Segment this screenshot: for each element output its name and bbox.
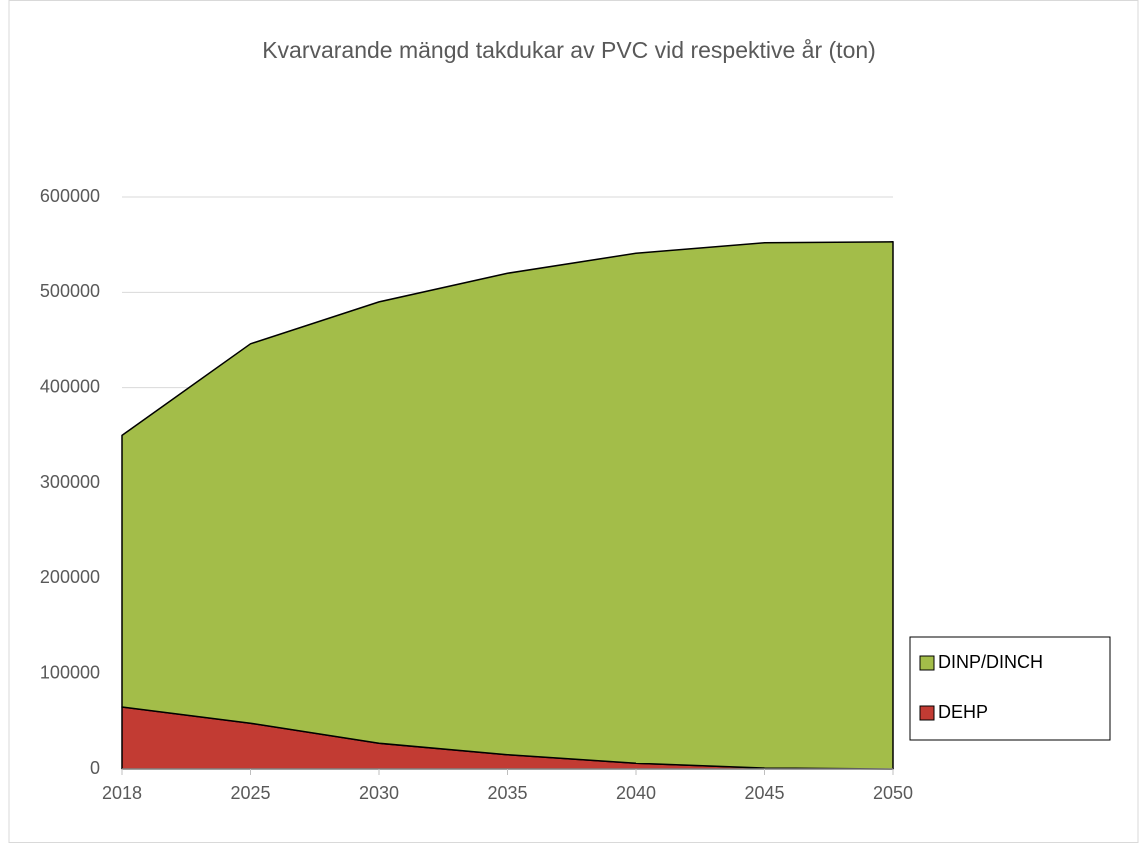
y-tick-label: 600000 bbox=[40, 186, 100, 206]
y-tick-label: 400000 bbox=[40, 376, 100, 396]
legend-box bbox=[909, 636, 1111, 741]
y-tick-label: 500000 bbox=[40, 281, 100, 301]
x-tick-label: 2025 bbox=[230, 783, 270, 803]
legend-swatch bbox=[919, 655, 935, 671]
x-tick-label: 2035 bbox=[487, 783, 527, 803]
chart-title: Kvarvarande mängd takdukar av PVC vid re… bbox=[262, 37, 876, 63]
x-tick-label: 2040 bbox=[616, 783, 656, 803]
y-tick-label: 300000 bbox=[40, 472, 100, 492]
legend-label: DINP/DINCH bbox=[938, 652, 1043, 672]
x-tick-label: 2030 bbox=[359, 783, 399, 803]
x-tick-label: 2050 bbox=[873, 783, 913, 803]
y-tick-label: 100000 bbox=[40, 662, 100, 682]
x-tick-label: 2018 bbox=[102, 783, 142, 803]
legend-swatch bbox=[919, 705, 935, 721]
y-tick-label: 0 bbox=[90, 758, 100, 778]
x-tick-label: 2045 bbox=[744, 783, 784, 803]
y-tick-label: 200000 bbox=[40, 567, 100, 587]
legend-label: DEHP bbox=[938, 702, 988, 722]
